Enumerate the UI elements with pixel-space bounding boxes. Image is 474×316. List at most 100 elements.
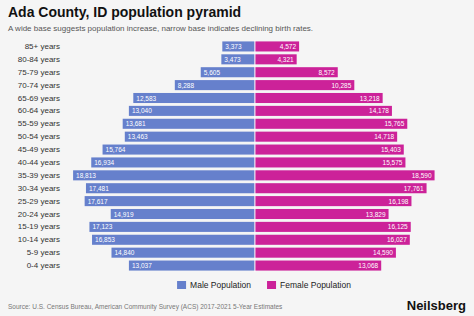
bar	[222, 41, 255, 51]
bar	[175, 80, 255, 90]
data-label: 14,718	[374, 133, 394, 140]
legend-item: Male Population	[177, 280, 251, 290]
y-axis: 85+ years 80-84 years 75-79 years 70-74 yea…	[18, 42, 60, 270]
bar	[129, 261, 255, 271]
bar	[255, 235, 410, 245]
data-label: 5,605	[204, 69, 221, 76]
y-tick-label: 15-19 years	[18, 222, 60, 231]
bar	[221, 54, 255, 64]
data-label: 15,575	[383, 159, 403, 166]
bar	[255, 93, 383, 103]
data-label: 14,178	[369, 107, 389, 114]
data-label: 15,764	[106, 146, 126, 153]
data-label: 16,027	[387, 236, 407, 243]
bar	[255, 222, 411, 232]
y-tick-label: 50-54 years	[18, 132, 60, 141]
bar	[255, 54, 297, 64]
data-label: 8,288	[178, 82, 195, 89]
data-label: 13,681	[126, 120, 146, 127]
bar	[201, 67, 255, 77]
bar	[255, 183, 427, 193]
y-tick-label: 60-64 years	[18, 106, 60, 115]
y-tick-label: 70-74 years	[18, 81, 60, 90]
data-label: 4,572	[280, 43, 297, 50]
data-label: 12,583	[136, 95, 156, 102]
legend-swatch	[177, 281, 186, 289]
y-tick-label: 40-44 years	[18, 158, 60, 167]
bar	[85, 196, 255, 206]
data-label: 14,840	[114, 249, 134, 256]
y-tick-label: 0-4 years	[27, 261, 60, 270]
bar	[91, 157, 255, 167]
bar	[255, 119, 407, 129]
data-label: 13,218	[360, 95, 380, 102]
y-tick-label: 80-84 years	[18, 55, 60, 64]
legend-label: Male Population	[190, 280, 251, 290]
data-label: 17,617	[88, 198, 108, 205]
bar	[86, 183, 255, 193]
data-label: 3,473	[224, 56, 241, 63]
y-tick-label: 85+ years	[25, 42, 60, 51]
title: Ada County, ID population pyramid	[8, 4, 241, 20]
y-tick-label: 30-34 years	[18, 184, 60, 193]
bar	[255, 157, 406, 167]
data-label: 13,829	[366, 211, 386, 218]
data-label: 8,572	[318, 69, 335, 76]
data-label: 13,463	[128, 133, 148, 140]
data-label: 16,853	[95, 236, 115, 243]
bar	[255, 170, 435, 180]
brand: Neilsberg	[407, 298, 466, 313]
data-label: 16,198	[389, 198, 409, 205]
data-label: 13,068	[358, 262, 378, 269]
data-label: 15,765	[384, 120, 404, 127]
y-tick-label: 45-49 years	[18, 145, 60, 154]
data-label: 16,125	[388, 223, 408, 230]
y-tick-label: 75-79 years	[18, 68, 60, 77]
data-label: 13,037	[132, 262, 152, 269]
legend-swatch	[267, 281, 276, 289]
bar	[133, 93, 255, 103]
bar	[92, 235, 255, 245]
y-tick-label: 25-29 years	[18, 197, 60, 206]
legend: Male Population Female Population	[177, 280, 351, 290]
y-tick-label: 20-24 years	[18, 210, 60, 219]
bar	[255, 248, 396, 258]
bar	[255, 80, 354, 90]
bar	[111, 209, 255, 219]
data-label: 18,590	[412, 172, 432, 179]
data-label: 17,761	[404, 185, 424, 192]
bar	[255, 261, 381, 271]
bar	[255, 41, 299, 51]
y-tick-label: 5-9 years	[27, 248, 60, 257]
data-label: 14,590	[373, 249, 393, 256]
data-label: 17,123	[92, 223, 112, 230]
data-label: 16,934	[94, 159, 114, 166]
y-tick-label: 55-59 years	[18, 119, 60, 128]
bar	[255, 196, 412, 206]
bar	[255, 67, 338, 77]
source-note: Source: U.S. Census Bureau, American Com…	[8, 303, 283, 311]
data-label: 10,285	[331, 82, 351, 89]
y-tick-label: 35-39 years	[18, 171, 60, 180]
bar	[89, 222, 254, 232]
chart: Ada County, ID population pyramid A wide …	[0, 0, 474, 316]
bar	[255, 145, 404, 155]
y-tick-label: 65-69 years	[18, 94, 60, 103]
data-label: 3,373	[225, 43, 242, 50]
data-label: 15,403	[381, 146, 401, 153]
data-label: 17,481	[89, 185, 109, 192]
y-tick-label: 10-14 years	[18, 235, 60, 244]
bar	[123, 119, 255, 129]
bar	[129, 106, 255, 116]
bar	[255, 106, 392, 116]
bar	[255, 132, 397, 142]
subtitle: A wide base suggests population increase…	[8, 24, 313, 33]
bar	[255, 209, 389, 219]
legend-item: Female Population	[267, 280, 351, 290]
data-label: 14,919	[114, 211, 134, 218]
bar	[125, 132, 255, 142]
bar	[111, 248, 254, 258]
bars	[73, 41, 434, 270]
legend-label: Female Population	[280, 280, 351, 290]
data-label: 4,321	[277, 56, 294, 63]
